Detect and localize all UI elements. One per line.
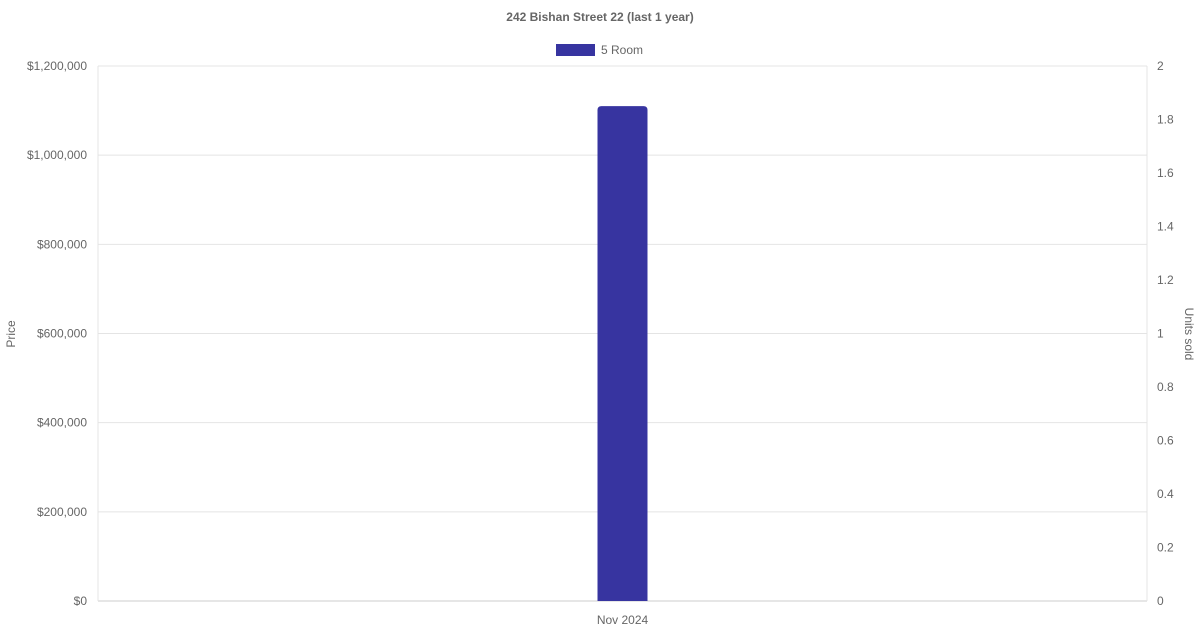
legend-label: 5 Room <box>601 43 643 57</box>
x-axis: Nov 2024 <box>597 613 649 627</box>
y-right-tick-label: 0.4 <box>1157 487 1174 501</box>
y-tick-label: $200,000 <box>37 505 87 519</box>
y-right-tick-label: 1 <box>1157 327 1164 341</box>
legend-swatch <box>556 44 595 56</box>
y-right-tick-label: 0 <box>1157 594 1164 608</box>
y-right-tick-label: 2 <box>1157 59 1164 73</box>
y-tick-label: $600,000 <box>37 327 87 341</box>
bars <box>597 106 648 601</box>
y-right-tick-label: 1.8 <box>1157 113 1174 127</box>
y-right-tick-label: 0.6 <box>1157 434 1174 448</box>
y-right-tick-label: 1.4 <box>1157 220 1174 234</box>
legend[interactable]: 5 Room <box>556 43 643 57</box>
y-right-tick-label: 0.2 <box>1157 541 1174 555</box>
y-right-tick-label: 1.2 <box>1157 273 1174 287</box>
y-axis-right-title: Units sold <box>1182 308 1196 361</box>
y-tick-label: $400,000 <box>37 416 87 430</box>
bar <box>597 106 648 601</box>
y-tick-label: $1,000,000 <box>27 148 87 162</box>
y-axis-right: 0 0.2 0.4 0.6 0.8 1 1.2 1.4 1.6 1.8 2 <box>1157 59 1174 608</box>
y-tick-label: $800,000 <box>37 237 87 251</box>
y-tick-label: $1,200,000 <box>27 59 87 73</box>
y-right-tick-label: 0.8 <box>1157 380 1174 394</box>
y-axis-left: $0 $200,000 $400,000 $600,000 $800,000 $1,000… <box>27 59 87 608</box>
chart-title: 242 Bishan Street 22 (last 1 year) <box>506 10 693 24</box>
y-right-tick-label: 1.6 <box>1157 166 1174 180</box>
y-axis-left-title: Price <box>4 320 18 348</box>
y-tick-label: $0 <box>74 594 88 608</box>
x-tick-label: Nov 2024 <box>597 613 649 627</box>
